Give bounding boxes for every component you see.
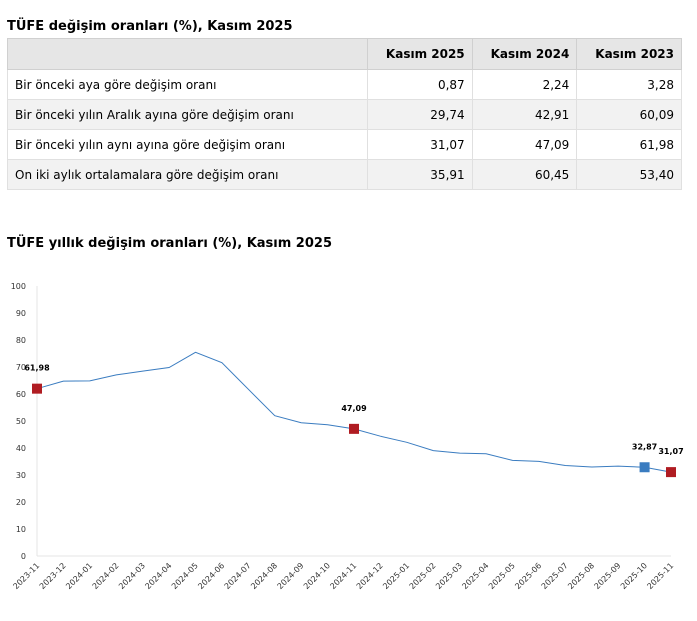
x-tick-label: 2024-05 [170, 561, 200, 591]
table-header-kasim-2025: Kasım 2025 [367, 38, 473, 70]
table-cell: 35,91 [367, 159, 473, 190]
x-tick-label: 2025-02 [408, 561, 438, 591]
x-tick-label: 2025-09 [593, 561, 623, 591]
x-tick-label: 2024-12 [355, 561, 385, 591]
table-cell: 61,98 [576, 129, 682, 160]
x-tick-label: 2025-07 [540, 561, 570, 591]
data-label: 61,98 [24, 364, 50, 373]
y-tick-label: 10 [16, 525, 26, 534]
row-label: Bir önceki aya göre değişim oranı [7, 69, 368, 100]
x-tick-label: 2024-08 [249, 561, 279, 591]
table-header-blank [7, 38, 368, 70]
x-tick-label: 2024-07 [223, 561, 253, 591]
chart-title: TÜFE yıllık değişim oranları (%), Kasım … [7, 236, 332, 251]
x-tick-label: 2024-04 [143, 561, 173, 591]
table-cell: 47,09 [471, 129, 578, 160]
data-marker [32, 383, 42, 394]
x-tick-label: 2024-03 [117, 561, 147, 591]
x-tick-label: 2023-12 [38, 561, 68, 591]
line-chart: 01020304050607080901002023-112023-122024… [11, 282, 684, 591]
table-cell: 3,28 [576, 69, 682, 100]
x-tick-label: 2025-08 [566, 561, 596, 591]
x-tick-label: 2023-11 [11, 561, 41, 591]
data-label: 31,07 [658, 447, 683, 456]
row-label: Bir önceki yılın Aralık ayına göre değiş… [7, 99, 368, 130]
y-tick-label: 70 [16, 363, 26, 372]
y-tick-label: 50 [16, 417, 26, 426]
row-label: Bir önceki yılın aynı ayına göre değişim… [7, 129, 368, 160]
x-tick-label: 2024-10 [302, 561, 332, 591]
data-label: 32,87 [632, 442, 657, 451]
table-row: Bir önceki yılın Aralık ayına göre değiş… [7, 99, 682, 130]
x-tick-label: 2025-01 [381, 561, 411, 591]
x-tick-label: 2025-06 [513, 561, 543, 591]
data-marker [639, 462, 650, 473]
y-tick-label: 60 [16, 390, 26, 399]
y-tick-label: 90 [16, 309, 26, 318]
table-cell: 42,91 [471, 99, 578, 130]
row-label: On iki aylık ortalamalara göre değişim o… [7, 159, 368, 190]
x-tick-label: 2025-11 [645, 561, 675, 591]
data-label: 47,09 [341, 404, 367, 413]
table-header-kasim-2024: Kasım 2024 [471, 38, 578, 70]
table-header-row: Kasım 2025 Kasım 2024 Kasım 2023 [7, 38, 682, 70]
table-row: Bir önceki yılın aynı ayına göre değişim… [7, 129, 682, 160]
table-cell: 53,40 [576, 159, 682, 190]
table-cell: 2,24 [471, 69, 578, 100]
x-tick-label: 2025-10 [619, 561, 649, 591]
table-cell: 60,45 [471, 159, 578, 190]
table-header-kasim-2023: Kasım 2023 [576, 38, 682, 70]
stats-table: Kasım 2025 Kasım 2024 Kasım 2023 Bir önc… [7, 38, 682, 190]
x-tick-label: 2025-05 [487, 561, 517, 591]
table-cell: 0,87 [367, 69, 473, 100]
y-tick-label: 100 [11, 282, 26, 291]
table-cell: 29,74 [367, 99, 473, 130]
y-tick-label: 80 [16, 336, 26, 345]
x-tick-label: 2024-11 [328, 561, 358, 591]
y-tick-label: 40 [16, 444, 26, 453]
x-tick-label: 2025-04 [460, 561, 490, 591]
x-tick-label: 2024-02 [91, 561, 121, 591]
data-marker [666, 467, 676, 478]
y-tick-label: 0 [21, 552, 26, 561]
x-tick-label: 2024-06 [196, 561, 226, 591]
x-tick-label: 2025-03 [434, 561, 464, 591]
x-tick-label: 2024-01 [64, 561, 94, 591]
table-cell: 60,09 [576, 99, 682, 130]
y-tick-label: 30 [16, 471, 26, 480]
table-row: Bir önceki aya göre değişim oranı 0,87 2… [7, 69, 682, 100]
table-cell: 31,07 [367, 129, 473, 160]
data-marker [349, 423, 359, 434]
table-title: TÜFE değişim oranları (%), Kasım 2025 [7, 19, 293, 34]
y-tick-label: 20 [16, 498, 26, 507]
x-tick-label: 2024-09 [276, 561, 306, 591]
table-row: On iki aylık ortalamalara göre değişim o… [7, 159, 682, 190]
